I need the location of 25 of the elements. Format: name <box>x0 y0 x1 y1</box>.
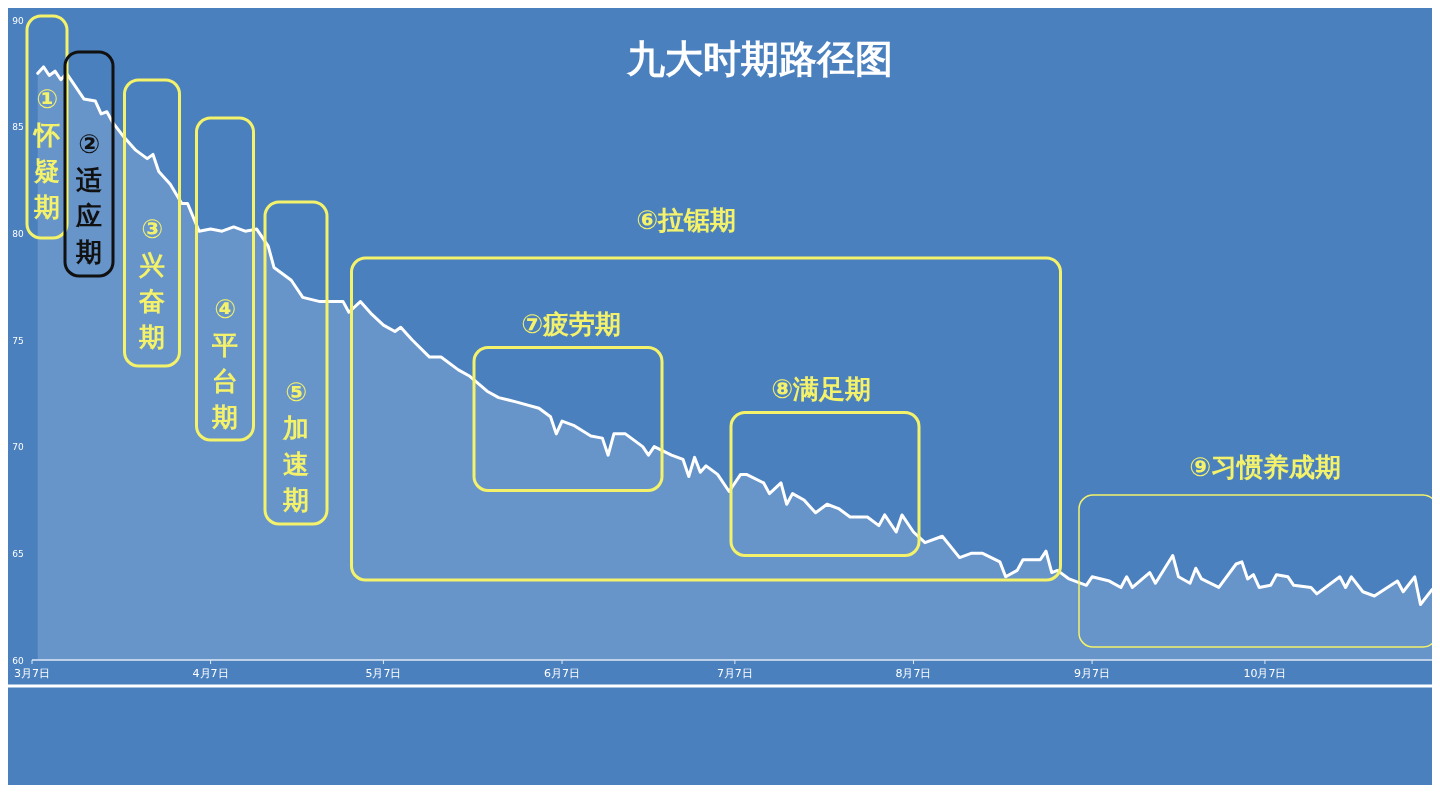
x-tick-label: 10月7日 <box>1243 667 1287 680</box>
y-tick-label: 75 <box>12 335 24 346</box>
y-tick-label: 70 <box>12 442 24 453</box>
y-tick-label: 60 <box>12 655 24 666</box>
y-tick-label: 80 <box>12 228 24 239</box>
annotation: ⑨习惯养成期 <box>1188 452 1342 482</box>
x-tick-label: 6月7日 <box>544 667 581 680</box>
y-tick-label: 65 <box>12 548 24 559</box>
x-tick-label: 7月7日 <box>716 667 753 680</box>
annotation: ③兴奋期 <box>138 214 165 352</box>
annotation: ②适应期 <box>75 129 102 267</box>
y-tick-label: 90 <box>12 15 24 26</box>
x-tick-label: 5月7日 <box>365 667 402 680</box>
text: 九大时期路径图 <box>626 37 893 81</box>
annotation: ④平台期 <box>211 294 238 432</box>
x-tick-label: 4月7日 <box>192 667 229 680</box>
x-tick-label: 3月7日 <box>14 667 50 680</box>
annotation: ⑦疲劳期 <box>520 309 622 339</box>
annotation: ①怀疑期 <box>32 84 61 222</box>
annotation: ⑤加速期 <box>282 377 309 515</box>
y-tick-label: 85 <box>12 122 24 133</box>
annotation: ⑧满足期 <box>770 374 872 404</box>
x-tick-label: 8月7日 <box>895 667 932 680</box>
x-tick-label: 9月7日 <box>1074 667 1111 680</box>
annotation: ⑥拉锯期 <box>635 205 737 235</box>
